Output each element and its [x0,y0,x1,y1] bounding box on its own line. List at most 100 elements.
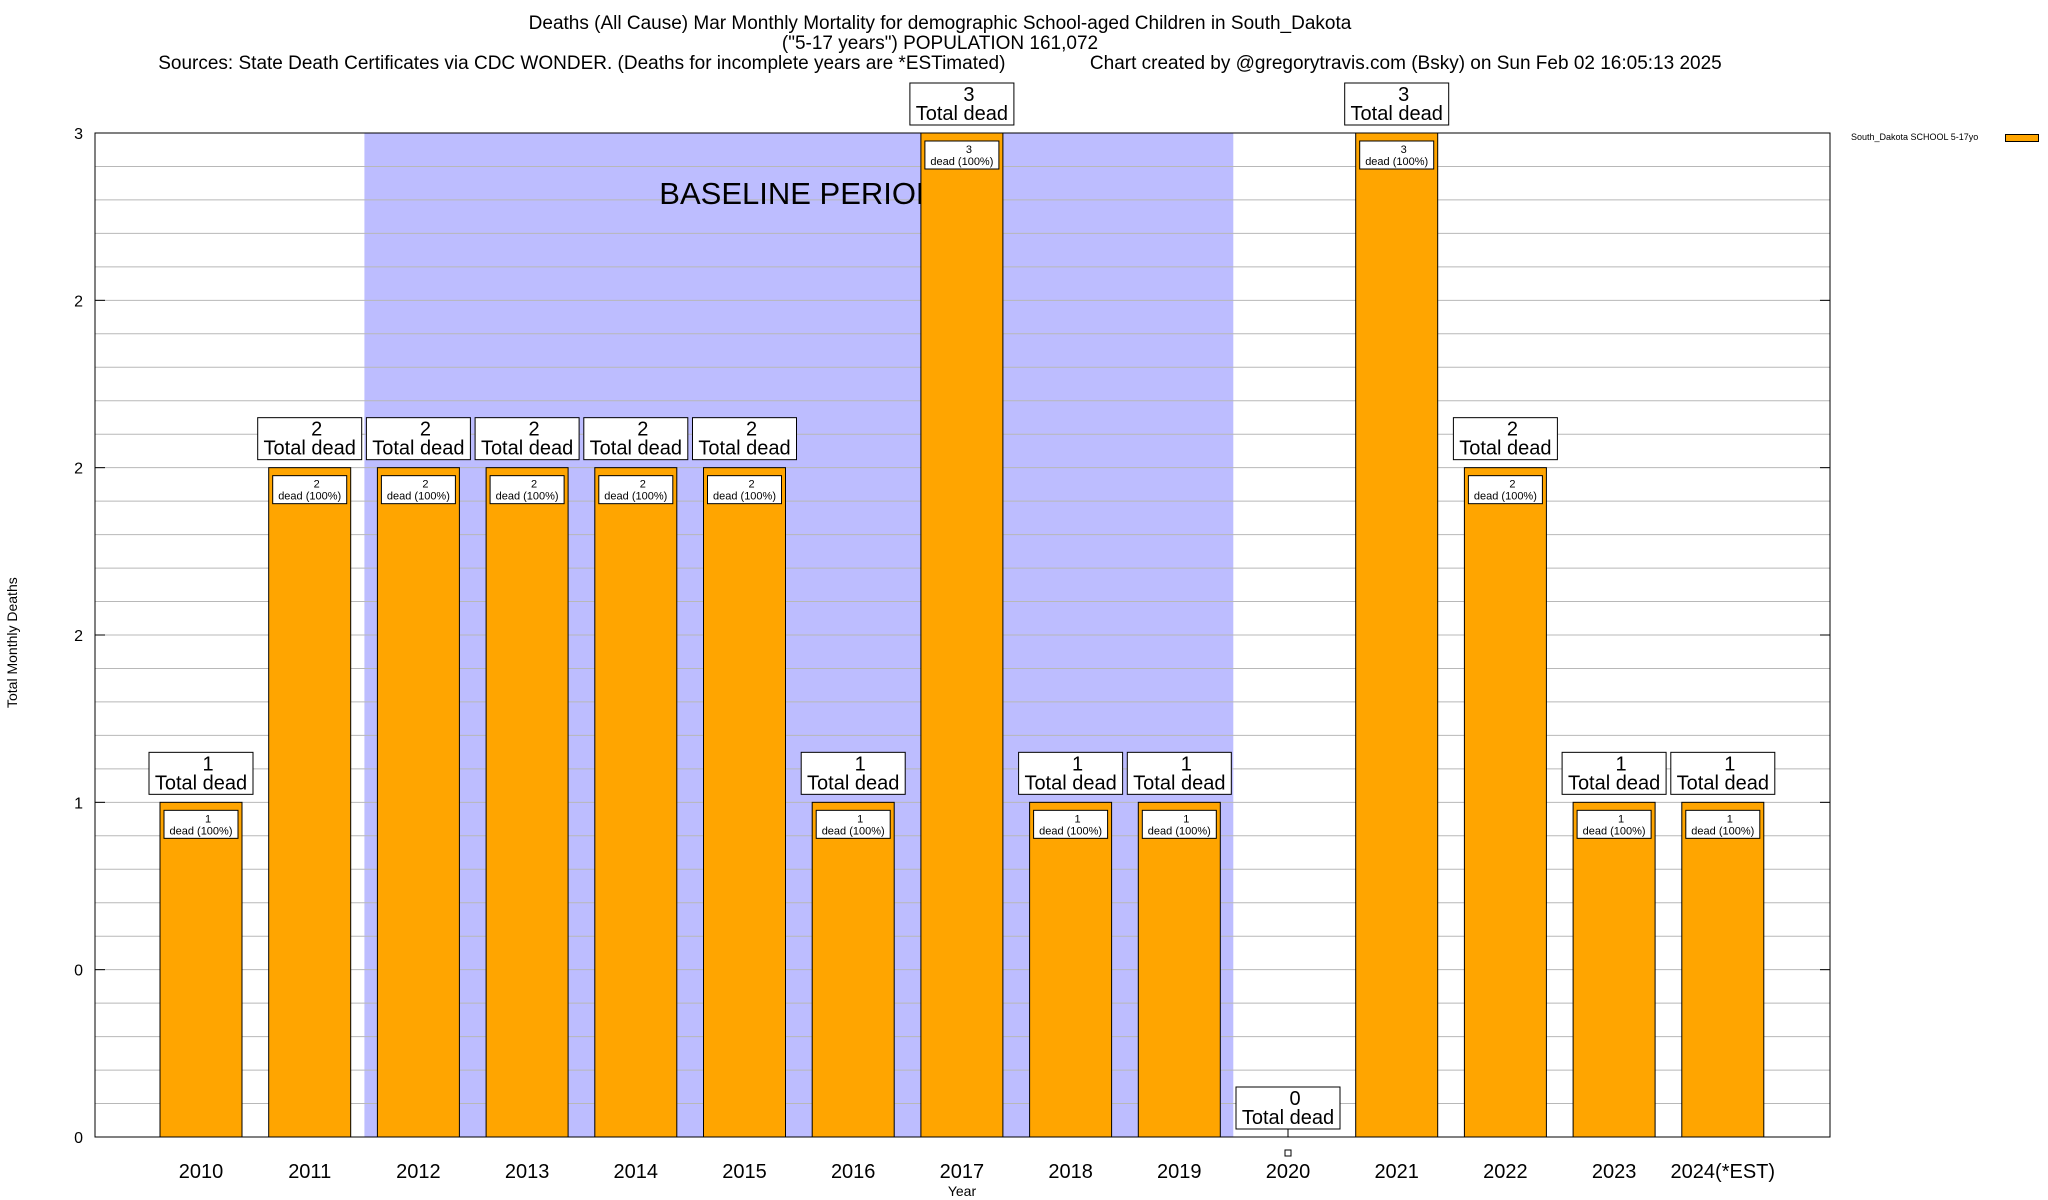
legend-swatch [2005,134,2039,142]
total-count-label: 1 [1724,753,1735,775]
segment-percent-label: dead (100%) [496,491,559,503]
bar [485,467,569,1138]
segment-count-label: 3 [1401,144,1407,156]
segment-percent-label: dead (100%) [387,491,450,503]
total-suffix-label: Total dead [1568,772,1660,794]
bar [159,801,243,1138]
segment-label-box [163,809,239,839]
x-axis-label: Year [948,1183,977,1199]
total-count-label: 2 [311,419,322,441]
x-tick-label: 2024(*EST) [1671,1161,1776,1183]
segment-count-label: 1 [1727,813,1733,825]
bar [268,467,352,1138]
y-tick-label: 0 [74,1130,83,1147]
segment-count-label: 1 [205,813,211,825]
y-tick-label: 1 [74,795,83,812]
segment-percent-label: dead (100%) [1365,156,1428,168]
segment-percent-label: dead (100%) [278,491,341,503]
segment-count-label: 1 [1618,813,1624,825]
segment-count-label: 2 [531,479,537,491]
y-tick-label: 2 [74,628,83,645]
total-label-box [474,417,580,461]
bar [1572,801,1656,1138]
segment-label-box [598,475,674,505]
total-suffix-label: Total dead [372,438,464,460]
x-tick-label: 2013 [505,1161,550,1183]
total-label-box [1126,751,1232,795]
segment-percent-label: dead (100%) [930,156,993,168]
credit-text: Chart created by @gregorytravis.com (Bsk… [1089,53,1722,74]
segment-count-label: 1 [1183,813,1189,825]
total-count-label: 2 [746,419,757,441]
total-count-label: 3 [1398,84,1409,106]
total-label-box [583,417,689,461]
segment-label-box [1033,809,1109,839]
x-tick-label: 2015 [722,1161,767,1183]
x-tick-label: 2019 [1157,1161,1202,1183]
total-count-label: 1 [855,753,866,775]
segment-label-box [272,475,348,505]
segment-label-box [1576,809,1652,839]
plot-border [94,132,1831,1138]
x-tick-label: 2011 [288,1161,331,1183]
baseline-label: BASELINE PERIOD [659,176,938,211]
segment-label-box [815,809,891,839]
total-count-label: 2 [637,419,648,441]
x-tick-label: 2022 [1483,1161,1528,1183]
total-suffix-label: Total dead [590,438,682,460]
segment-label-box [1467,475,1543,505]
segment-label-box [924,140,1000,170]
total-label-box [365,417,471,461]
total-label-box [1561,751,1667,795]
x-tick-label: 2023 [1592,1161,1637,1183]
segment-percent-label: dead (100%) [1691,825,1754,837]
legend-label: South_Dakota SCHOOL 5-17yo [1851,132,1979,142]
total-label-box [148,751,254,795]
total-count-label: 2 [529,419,540,441]
x-tick-label: 2020 [1266,1161,1311,1183]
total-count-label: 1 [1181,753,1192,775]
y-tick-label: 2 [74,461,83,478]
total-count-label: 0 [1289,1088,1300,1110]
total-suffix-label: Total dead [155,772,247,794]
total-label-box [1670,751,1776,795]
segment-count-label: 2 [422,479,428,491]
segment-count-label: 2 [640,479,646,491]
segment-count-label: 1 [857,813,863,825]
total-suffix-label: Total dead [1677,772,1769,794]
y-tick-label: 3 [74,126,83,143]
segment-count-label: 2 [1509,479,1515,491]
bar [1681,801,1765,1138]
segment-label-box [1685,809,1761,839]
segment-percent-label: dead (100%) [822,825,885,837]
total-suffix-label: Total dead [1133,772,1225,794]
bar [1355,132,1439,1138]
segment-percent-label: dead (100%) [604,491,667,503]
bar [1463,467,1547,1138]
segment-percent-label: dead (100%) [170,825,233,837]
total-label-box [800,751,906,795]
total-label-box [1344,82,1450,126]
segment-percent-label: dead (100%) [1583,825,1646,837]
bar [811,801,895,1138]
x-tick-label: 2018 [1048,1161,1093,1183]
x-tick-label: 2010 [179,1161,224,1183]
total-label-box [257,417,363,461]
total-suffix-label: Total dead [1242,1107,1334,1129]
total-suffix-label: Total dead [698,438,790,460]
total-count-label: 2 [1507,419,1518,441]
x-tick-label: 2014 [614,1161,659,1183]
bar [1029,801,1113,1138]
segment-percent-label: dead (100%) [1148,825,1211,837]
segment-label-box [380,475,456,505]
total-count-label: 3 [963,84,974,106]
total-suffix-label: Total dead [916,103,1008,125]
total-suffix-label: Total dead [1459,438,1551,460]
total-suffix-label: Total dead [807,772,899,794]
zero-marker [1284,1149,1292,1157]
total-suffix-label: Total dead [1024,772,1116,794]
bar [920,132,1004,1138]
total-label-box [1018,751,1124,795]
segment-label-box [1359,140,1435,170]
